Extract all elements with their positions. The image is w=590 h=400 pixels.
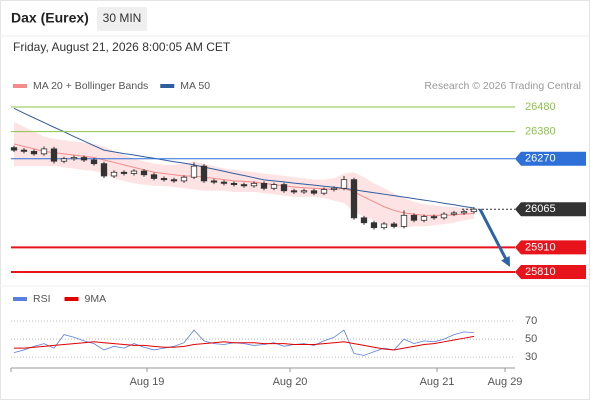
candle-body <box>40 148 48 155</box>
legend-label: RSI <box>33 293 51 305</box>
chart-title: Dax (Eurex) <box>11 10 89 26</box>
candle-body <box>190 165 198 178</box>
level-label: 26380 <box>525 126 556 138</box>
candle-body <box>450 212 458 215</box>
rsi-tick-label: 50 <box>525 333 537 345</box>
projection-arrow <box>478 208 509 263</box>
candle-body <box>100 163 108 177</box>
candle-body <box>390 223 398 227</box>
candle-body <box>140 170 148 176</box>
candle-body <box>280 184 288 192</box>
level-label: 26480 <box>525 101 556 113</box>
candle-body <box>410 214 418 221</box>
candle-body <box>180 176 188 182</box>
legend-swatch <box>13 297 27 301</box>
legend-swatch <box>13 84 27 88</box>
rsi-tick-label: 70 <box>525 315 537 327</box>
candle-body <box>320 189 328 194</box>
legend-swatch <box>160 84 175 88</box>
timeframe: 30 MIN <box>103 11 142 25</box>
candle-body <box>210 180 218 183</box>
moving-average <box>13 143 475 216</box>
candle-body <box>420 216 428 221</box>
candle-body <box>460 211 468 214</box>
candle-body <box>160 178 168 181</box>
candle-body <box>90 159 98 165</box>
candle-body <box>360 217 368 224</box>
x-tick-label: Aug 21 <box>420 376 455 388</box>
rsi-tick-label: 30 <box>525 351 537 363</box>
candle-body <box>300 190 308 193</box>
candle-body <box>380 223 388 229</box>
candle-body <box>240 184 248 187</box>
level-tag <box>515 151 586 166</box>
candle-body <box>260 182 268 189</box>
legend-label: MA 50 <box>180 80 210 92</box>
candle-body <box>230 182 238 185</box>
candle-body <box>50 148 58 162</box>
candle-body <box>170 179 178 182</box>
candle-body <box>310 190 318 194</box>
projection-arrowhead <box>501 256 510 268</box>
subtitle: Friday, August 21, 2026 8:00:05 AM CET <box>13 40 231 54</box>
level-tag <box>515 202 586 217</box>
candle-body <box>220 181 228 184</box>
candle-body <box>110 171 118 177</box>
level-label: 25910 <box>525 241 556 253</box>
level-tag <box>515 240 586 255</box>
bollinger-band <box>14 121 474 228</box>
level-label: 25810 <box>525 266 556 278</box>
candle-body <box>130 170 138 174</box>
candle-body <box>70 157 78 160</box>
legend-label: 9MA <box>85 293 107 305</box>
candle-body <box>250 182 258 187</box>
candle-body <box>400 214 408 227</box>
candle-body <box>120 171 128 174</box>
x-tick-label: Aug 19 <box>130 376 165 388</box>
candle-body <box>330 187 338 190</box>
candle-body <box>20 149 28 152</box>
candle-body <box>430 216 438 219</box>
candle-body <box>290 190 298 193</box>
candle-body <box>60 158 68 162</box>
candle-body <box>370 222 378 229</box>
candle-body <box>30 150 38 155</box>
credit: Research © 2026 Trading Central <box>424 80 581 92</box>
candle-body <box>10 147 18 151</box>
level-label: 26270 <box>525 153 556 165</box>
legend-label: MA 20 + Bollinger Bands <box>33 80 148 92</box>
level-label: 26065 <box>525 203 556 215</box>
candle-body <box>80 157 88 161</box>
candle-body <box>200 165 208 182</box>
candle-body <box>270 184 278 189</box>
timeframe-box <box>97 7 147 31</box>
candle-body <box>470 208 478 213</box>
rsi-line <box>14 335 475 351</box>
candle-body <box>440 213 448 219</box>
x-tick-label: Aug 20 <box>273 376 308 388</box>
candle-body <box>150 174 158 179</box>
x-tick-label: Aug 29 <box>488 376 523 388</box>
candle-body <box>350 179 358 219</box>
candle-body <box>340 179 348 189</box>
legend-swatch <box>64 297 79 301</box>
level-tag <box>515 264 586 279</box>
moving-average <box>13 107 475 209</box>
rsi-line <box>13 329 475 356</box>
